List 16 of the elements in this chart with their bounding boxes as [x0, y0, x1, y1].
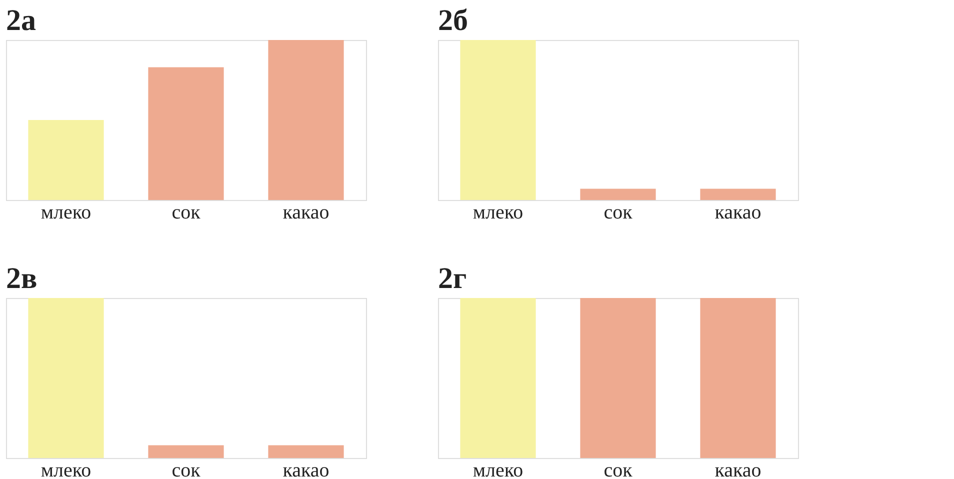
- x-tick-label: какао: [282, 202, 330, 224]
- x-tick-label: млеко: [472, 202, 524, 224]
- chart-title: 2г: [438, 262, 467, 295]
- x-tick-label: млеко: [40, 460, 92, 479]
- x-tick-label: сок: [172, 460, 201, 479]
- chart-title: 2в: [6, 262, 38, 295]
- x-tick-label: какао: [282, 460, 330, 479]
- x-tick-label: какао: [714, 460, 762, 479]
- x-tick-label: сок: [604, 460, 633, 479]
- x-tick-label: сок: [172, 202, 201, 224]
- x-tick-label: млеко: [40, 202, 92, 224]
- chart-title: 2б: [438, 4, 468, 37]
- chart-title: 2а: [6, 4, 36, 37]
- x-tick-label: млеко: [472, 460, 524, 479]
- x-tick-label: какао: [714, 202, 762, 224]
- x-tick-label: сок: [604, 202, 633, 224]
